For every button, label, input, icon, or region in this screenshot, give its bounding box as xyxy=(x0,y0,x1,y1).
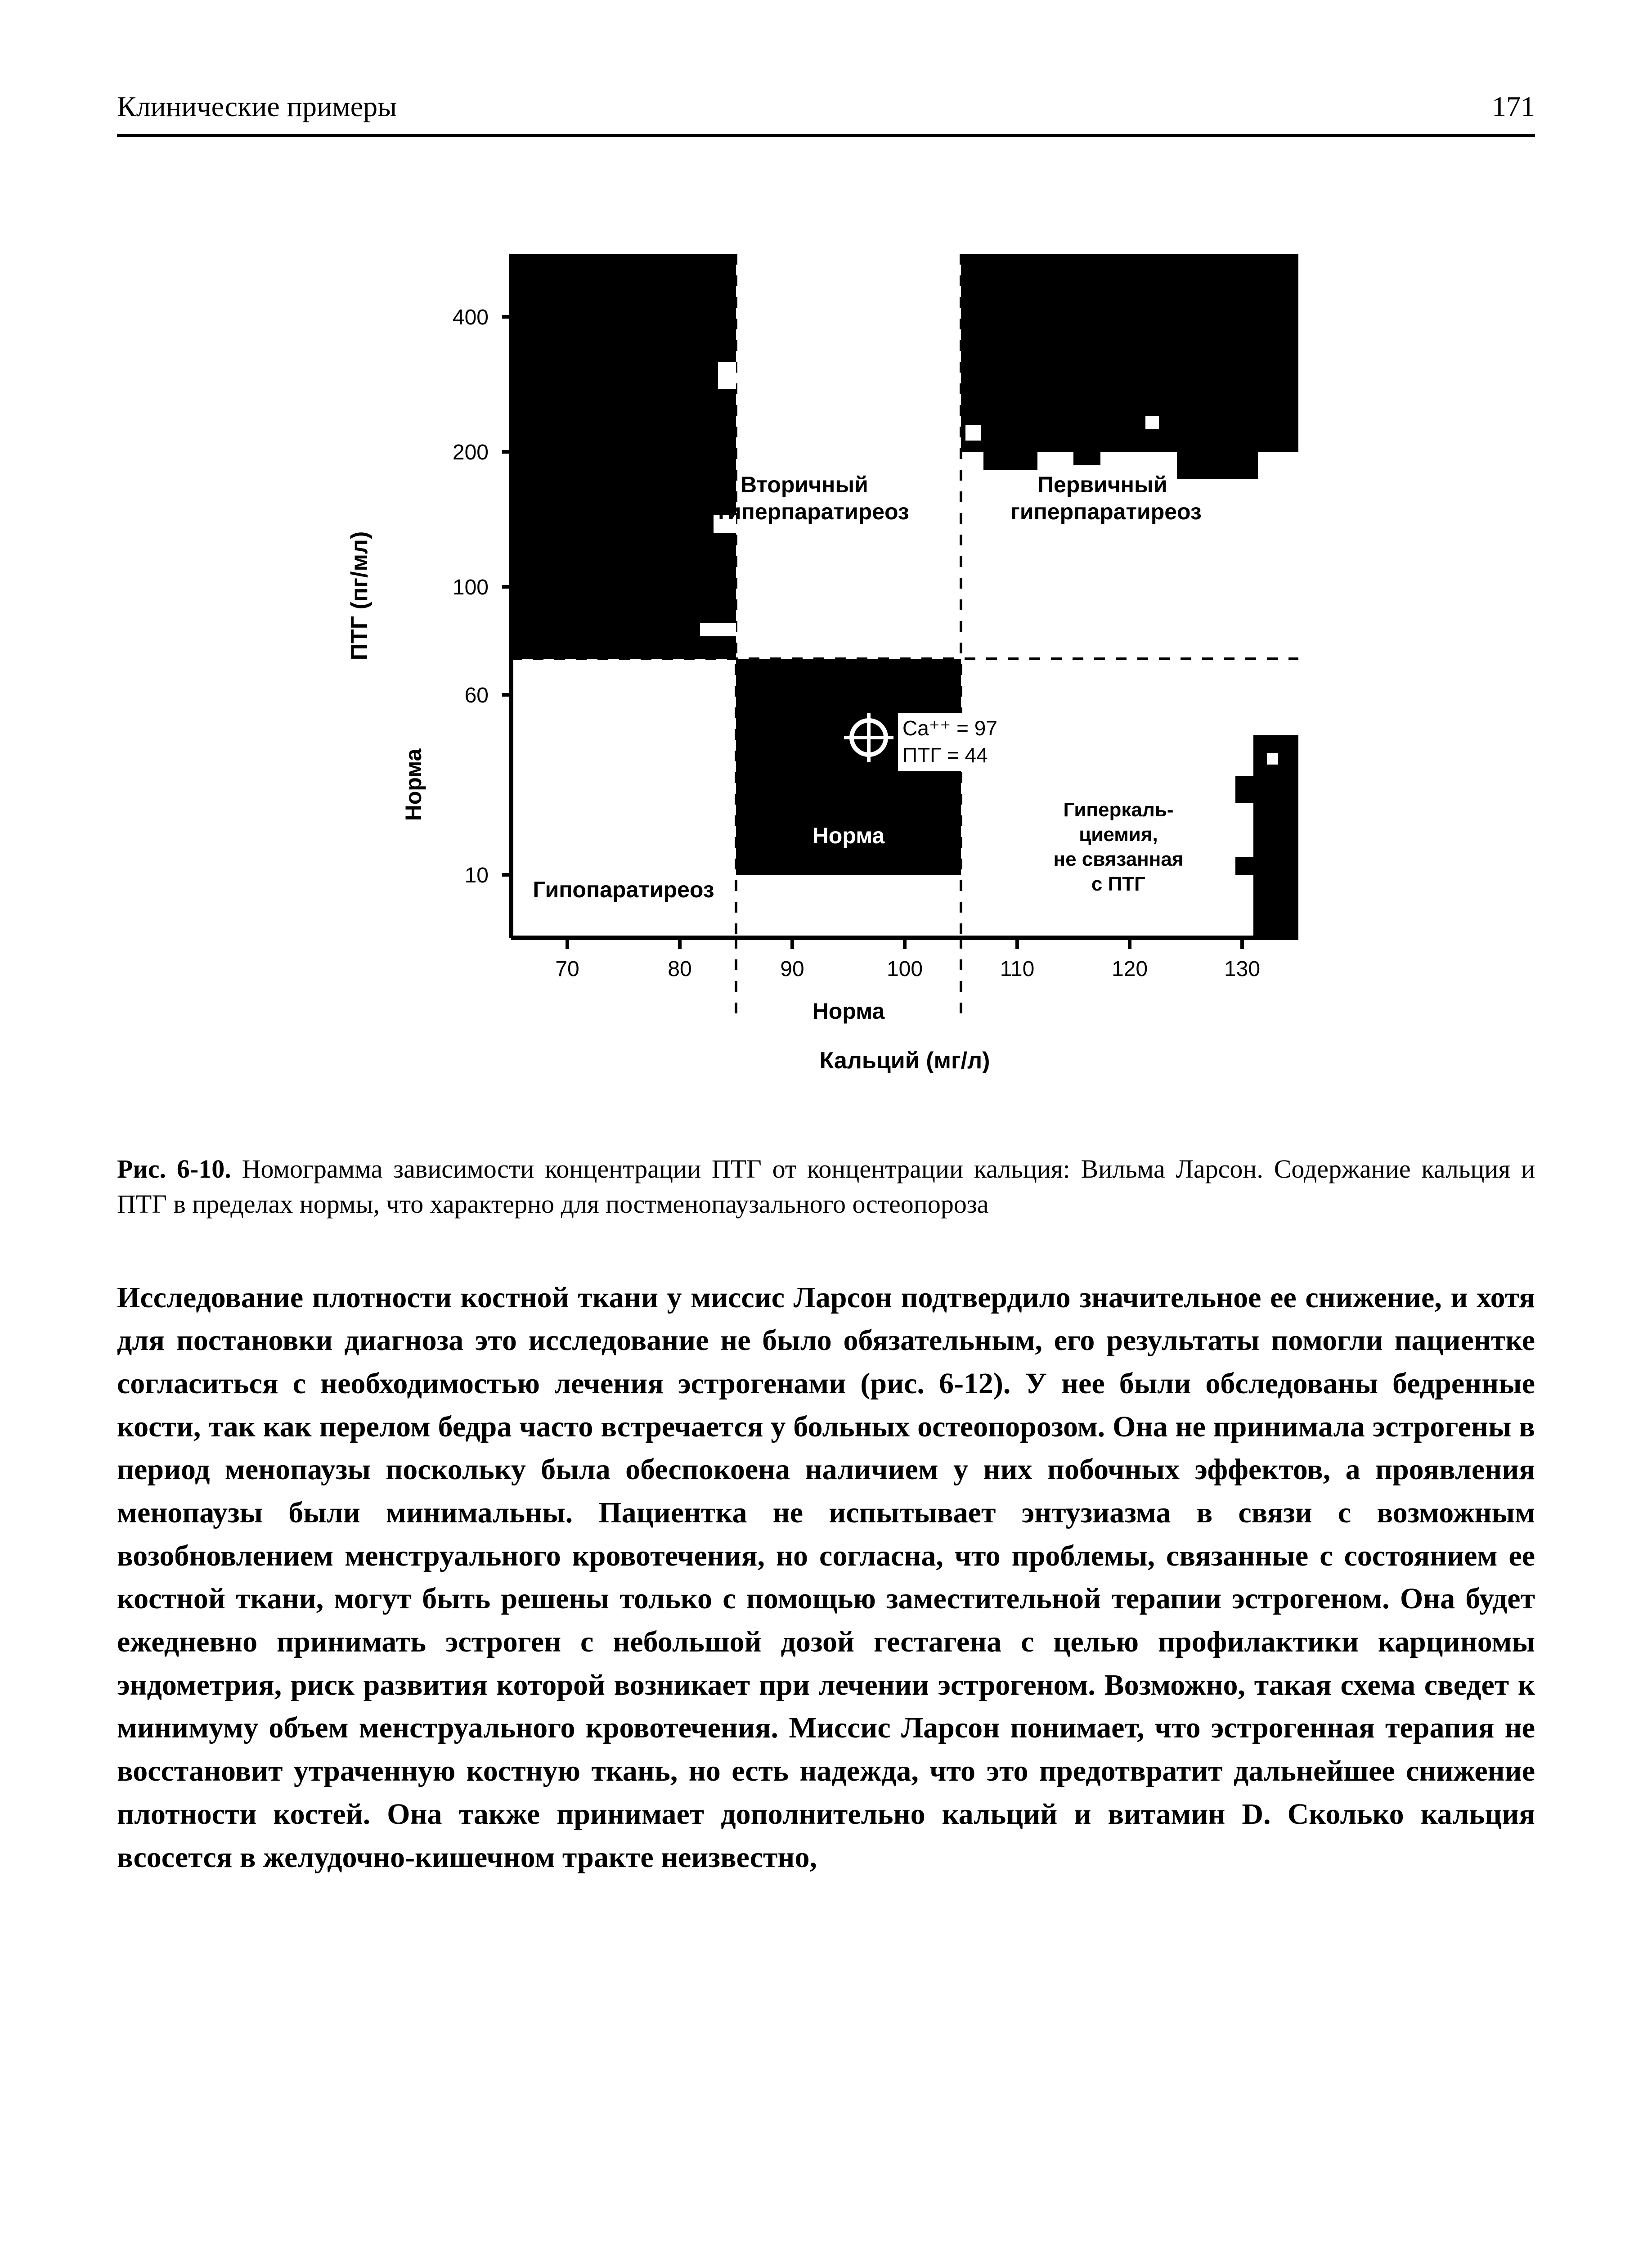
running-header: Клинические примеры 171 xyxy=(117,90,1535,137)
chart-svg: Норма Ca⁺⁺ = 97 ПТГ = 44 Вторичный гипер… xyxy=(309,173,1343,1095)
y-normal-label: Норма xyxy=(401,748,426,821)
region-secondary-dark xyxy=(511,254,736,659)
point-ca-label: Ca⁺⁺ = 97 xyxy=(902,716,997,740)
section-title: Клинические примеры xyxy=(117,90,397,123)
speck xyxy=(1145,416,1159,429)
speck xyxy=(983,452,1037,470)
xtick-100: 100 xyxy=(887,957,923,981)
normal-box-label: Норма xyxy=(813,823,885,848)
region-hyperca-dark xyxy=(1253,735,1298,938)
speck xyxy=(1177,452,1258,479)
label-hyperca-1: Гиперкаль- xyxy=(1064,799,1174,821)
speck xyxy=(1073,452,1100,465)
figure-caption: Рис. 6-10. Номограмма зависимости концен… xyxy=(117,1152,1535,1222)
xtick-130: 130 xyxy=(1224,957,1260,981)
nomogram-chart: Норма Ca⁺⁺ = 97 ПТГ = 44 Вторичный гипер… xyxy=(309,173,1343,1098)
label-secondary-1: Вторичный xyxy=(741,472,868,497)
speck xyxy=(718,362,736,389)
speck xyxy=(1235,776,1253,803)
figure-caption-text: Номограмма зависимости концентрации ПТГ … xyxy=(117,1154,1535,1219)
figure-label: Рис. 6-10. xyxy=(117,1154,231,1184)
label-hyperca-4: с ПТГ xyxy=(1091,873,1145,895)
label-hyperca-2: циемия, xyxy=(1079,824,1158,846)
x-normal-label: Норма xyxy=(813,999,885,1024)
xtick-90: 90 xyxy=(780,957,804,981)
xtick-80: 80 xyxy=(668,957,691,981)
label-primary-2: гиперпаратиреоз xyxy=(1010,499,1202,524)
ytick-200: 200 xyxy=(453,441,489,464)
region-primary-dark xyxy=(961,254,1298,452)
ytick-400: 400 xyxy=(453,306,489,329)
page-number: 171 xyxy=(1492,90,1535,123)
xtick-120: 120 xyxy=(1112,957,1148,981)
xtick-70: 70 xyxy=(555,957,579,981)
label-secondary-2: гиперпаратиреоз xyxy=(718,499,909,524)
y-ticks: 10 60 100 200 400 xyxy=(453,306,511,887)
ytick-100: 100 xyxy=(453,576,489,599)
label-primary-1: Первичный xyxy=(1037,472,1167,497)
speck xyxy=(700,623,736,636)
x-axis-title: Кальций (мг/л) xyxy=(820,1048,990,1074)
ytick-10: 10 xyxy=(465,864,489,887)
x-ticks: 70 80 90 100 110 120 130 xyxy=(555,938,1260,981)
speck xyxy=(1267,753,1278,765)
y-axis-title: ПТГ (пг/мл) xyxy=(346,531,373,661)
speck xyxy=(1235,857,1253,875)
label-hypoparathyroid: Гипопаратиреоз xyxy=(533,877,714,902)
page: Клинические примеры 171 xyxy=(0,0,1652,2250)
point-ptg-label: ПТГ = 44 xyxy=(902,743,988,767)
speck xyxy=(965,425,981,441)
body-paragraph: Исследование плотности костной ткани у м… xyxy=(117,1276,1535,1879)
ytick-60: 60 xyxy=(465,684,489,707)
xtick-110: 110 xyxy=(1000,957,1035,981)
label-hyperca-3: не связанная xyxy=(1054,848,1184,870)
